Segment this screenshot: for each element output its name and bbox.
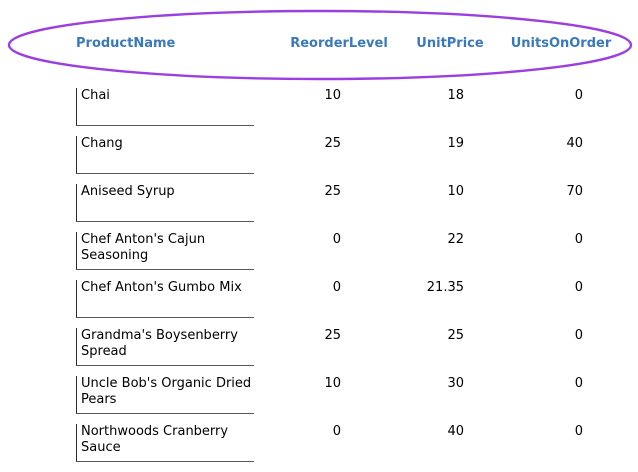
table-row: Chef Anton's Gumbo Mix 0 21.35 0 [76,280,583,318]
reorder-level-cell: 10 [324,376,341,391]
unit-price-cell: 40 [447,424,464,439]
table-body: Chai 10 18 0 Chang 25 19 40 Aniseed Syru… [76,88,583,472]
product-name-cell: Uncle Bob's Organic Dried Pears [76,376,254,414]
unit-price-cell: 19 [447,136,464,151]
column-header-unitsonorder[interactable]: UnitsOnOrder [510,36,612,51]
reorder-level-cell: 0 [332,424,341,439]
column-header-unitprice[interactable]: UnitPrice [416,36,484,51]
product-name-cell: Chef Anton's Cajun Seasoning [76,232,254,270]
units-on-order-cell: 0 [574,88,583,103]
units-on-order-cell: 0 [574,376,583,391]
reorder-level-cell: 25 [324,184,341,199]
units-on-order-cell: 0 [574,280,583,295]
product-name-cell: Grandma's Boysenberry Spread [76,328,254,366]
table-row: Chang 25 19 40 [76,136,583,174]
table-row: Chef Anton's Cajun Seasoning 0 22 0 [76,232,583,270]
reorder-level-cell: 25 [324,136,341,151]
unit-price-cell: 10 [447,184,464,199]
table-row: Northwoods Cranberry Sauce 0 40 0 [76,424,583,462]
unit-price-cell: 18 [447,88,464,103]
unit-price-cell: 22 [447,232,464,247]
units-on-order-cell: 40 [566,136,583,151]
table-row: Uncle Bob's Organic Dried Pears 10 30 0 [76,376,583,414]
product-name-cell: Chai [76,88,254,126]
units-on-order-cell: 0 [574,328,583,343]
reorder-level-cell: 10 [324,88,341,103]
product-name-cell: Northwoods Cranberry Sauce [76,424,254,462]
unit-price-cell: 21.35 [426,280,464,295]
column-header-reorderlevel[interactable]: ReorderLevel [290,36,388,51]
reorder-level-cell: 25 [324,328,341,343]
unit-price-cell: 25 [447,328,464,343]
product-name-cell: Aniseed Syrup [76,184,254,222]
units-on-order-cell: 0 [574,424,583,439]
table-row: Aniseed Syrup 25 10 70 [76,184,583,222]
product-name-cell: Chang [76,136,254,174]
units-on-order-cell: 70 [566,184,583,199]
reorder-level-cell: 0 [332,280,341,295]
table-row: Grandma's Boysenberry Spread 25 25 0 [76,328,583,366]
product-name-cell: Chef Anton's Gumbo Mix [76,280,254,318]
unit-price-cell: 30 [447,376,464,391]
table-header: ProductName ReorderLevel UnitPrice Units… [76,36,621,54]
table-row: Chai 10 18 0 [76,88,583,126]
units-on-order-cell: 0 [574,232,583,247]
reorder-level-cell: 0 [332,232,341,247]
column-header-productname[interactable]: ProductName [76,36,176,51]
